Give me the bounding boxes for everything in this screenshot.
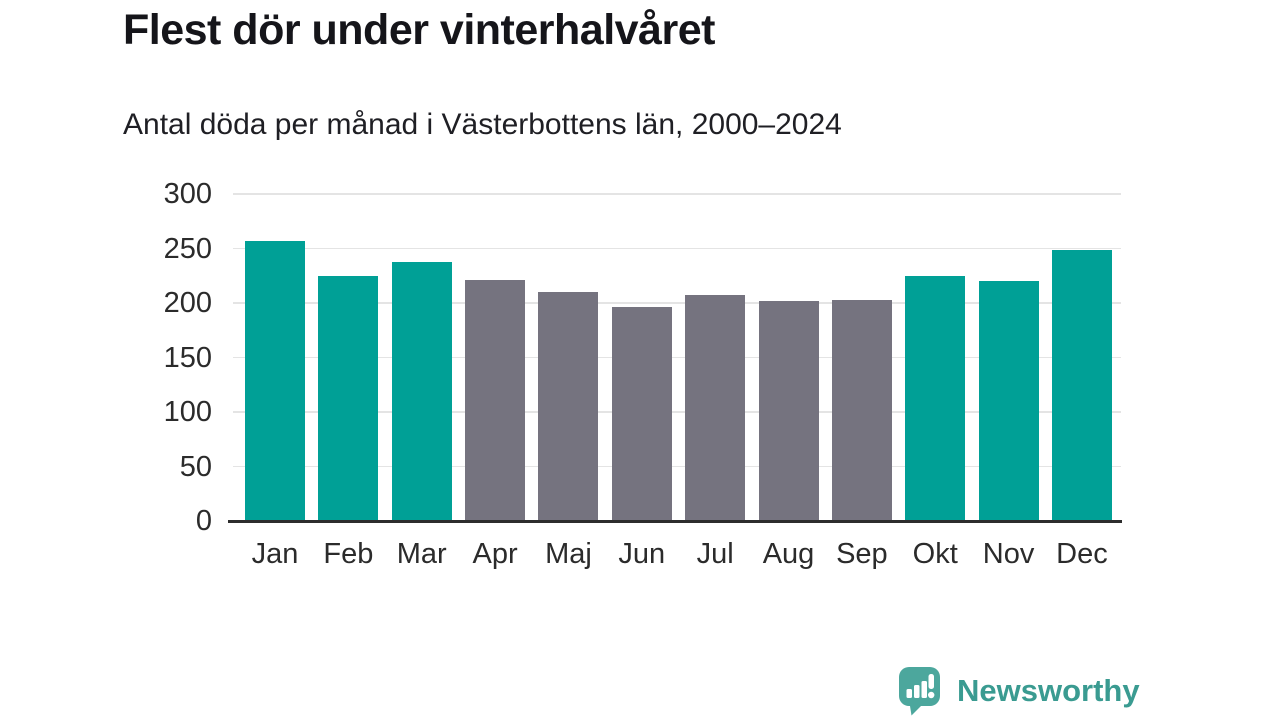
bar-nov	[978, 281, 1039, 521]
x-tick-label-dec: Dec	[1056, 538, 1108, 570]
y-tick-label-50: 50	[179, 450, 212, 483]
x-tick-label-maj: Maj	[545, 538, 592, 570]
y-tick-label-150: 150	[163, 341, 212, 374]
x-axis-line	[228, 520, 1122, 523]
x-tick-label-mar: Mar	[396, 538, 447, 570]
bar-jan	[245, 240, 305, 521]
y-tick-label-250: 250	[163, 232, 212, 265]
x-tick-label-feb: Feb	[323, 538, 374, 570]
brand-name: Newsworthy	[957, 673, 1140, 708]
page-title: Flest dör under vinterhalvåret	[123, 6, 715, 54]
bar-dec	[1051, 249, 1112, 521]
bar-chart-plot-area	[233, 193, 1121, 521]
bar-maj	[538, 292, 599, 521]
y-tick-label-300: 300	[163, 178, 212, 210]
x-tick-label-jan: Jan	[251, 538, 299, 570]
bar-jun	[611, 307, 672, 521]
bar-feb	[318, 275, 379, 521]
bar-mar	[391, 261, 452, 521]
page-subtitle: Antal döda per månad i Västerbottens län…	[123, 108, 842, 141]
x-tick-label-aug: Aug	[762, 538, 815, 570]
bar-okt	[905, 275, 966, 521]
x-tick-label-sep: Sep	[836, 538, 888, 570]
gridline-50	[233, 465, 1121, 468]
x-tick-label-jun: Jun	[618, 538, 666, 570]
newsworthy-speech-bubble-bars-icon	[899, 667, 940, 716]
gridline-150	[233, 356, 1121, 359]
x-tick-label-okt: Okt	[912, 538, 958, 570]
y-tick-label-200: 200	[163, 287, 212, 319]
bar-aug	[758, 300, 819, 521]
bar-sep	[831, 299, 892, 521]
x-tick-label-nov: Nov	[982, 538, 1035, 570]
bar-jul	[685, 295, 746, 521]
bar-apr	[465, 280, 526, 521]
y-tick-label-0: 0	[195, 505, 212, 537]
x-tick-label-jul: Jul	[696, 538, 734, 570]
gridline-200	[233, 302, 1121, 304]
gridline-300	[233, 193, 1121, 195]
x-tick-label-apr: Apr	[472, 538, 518, 570]
newsworthy-logo: Newsworthy	[897, 666, 1140, 716]
gridline-250	[233, 247, 1121, 250]
y-tick-label-100: 100	[163, 396, 212, 428]
gridline-100	[233, 411, 1121, 413]
